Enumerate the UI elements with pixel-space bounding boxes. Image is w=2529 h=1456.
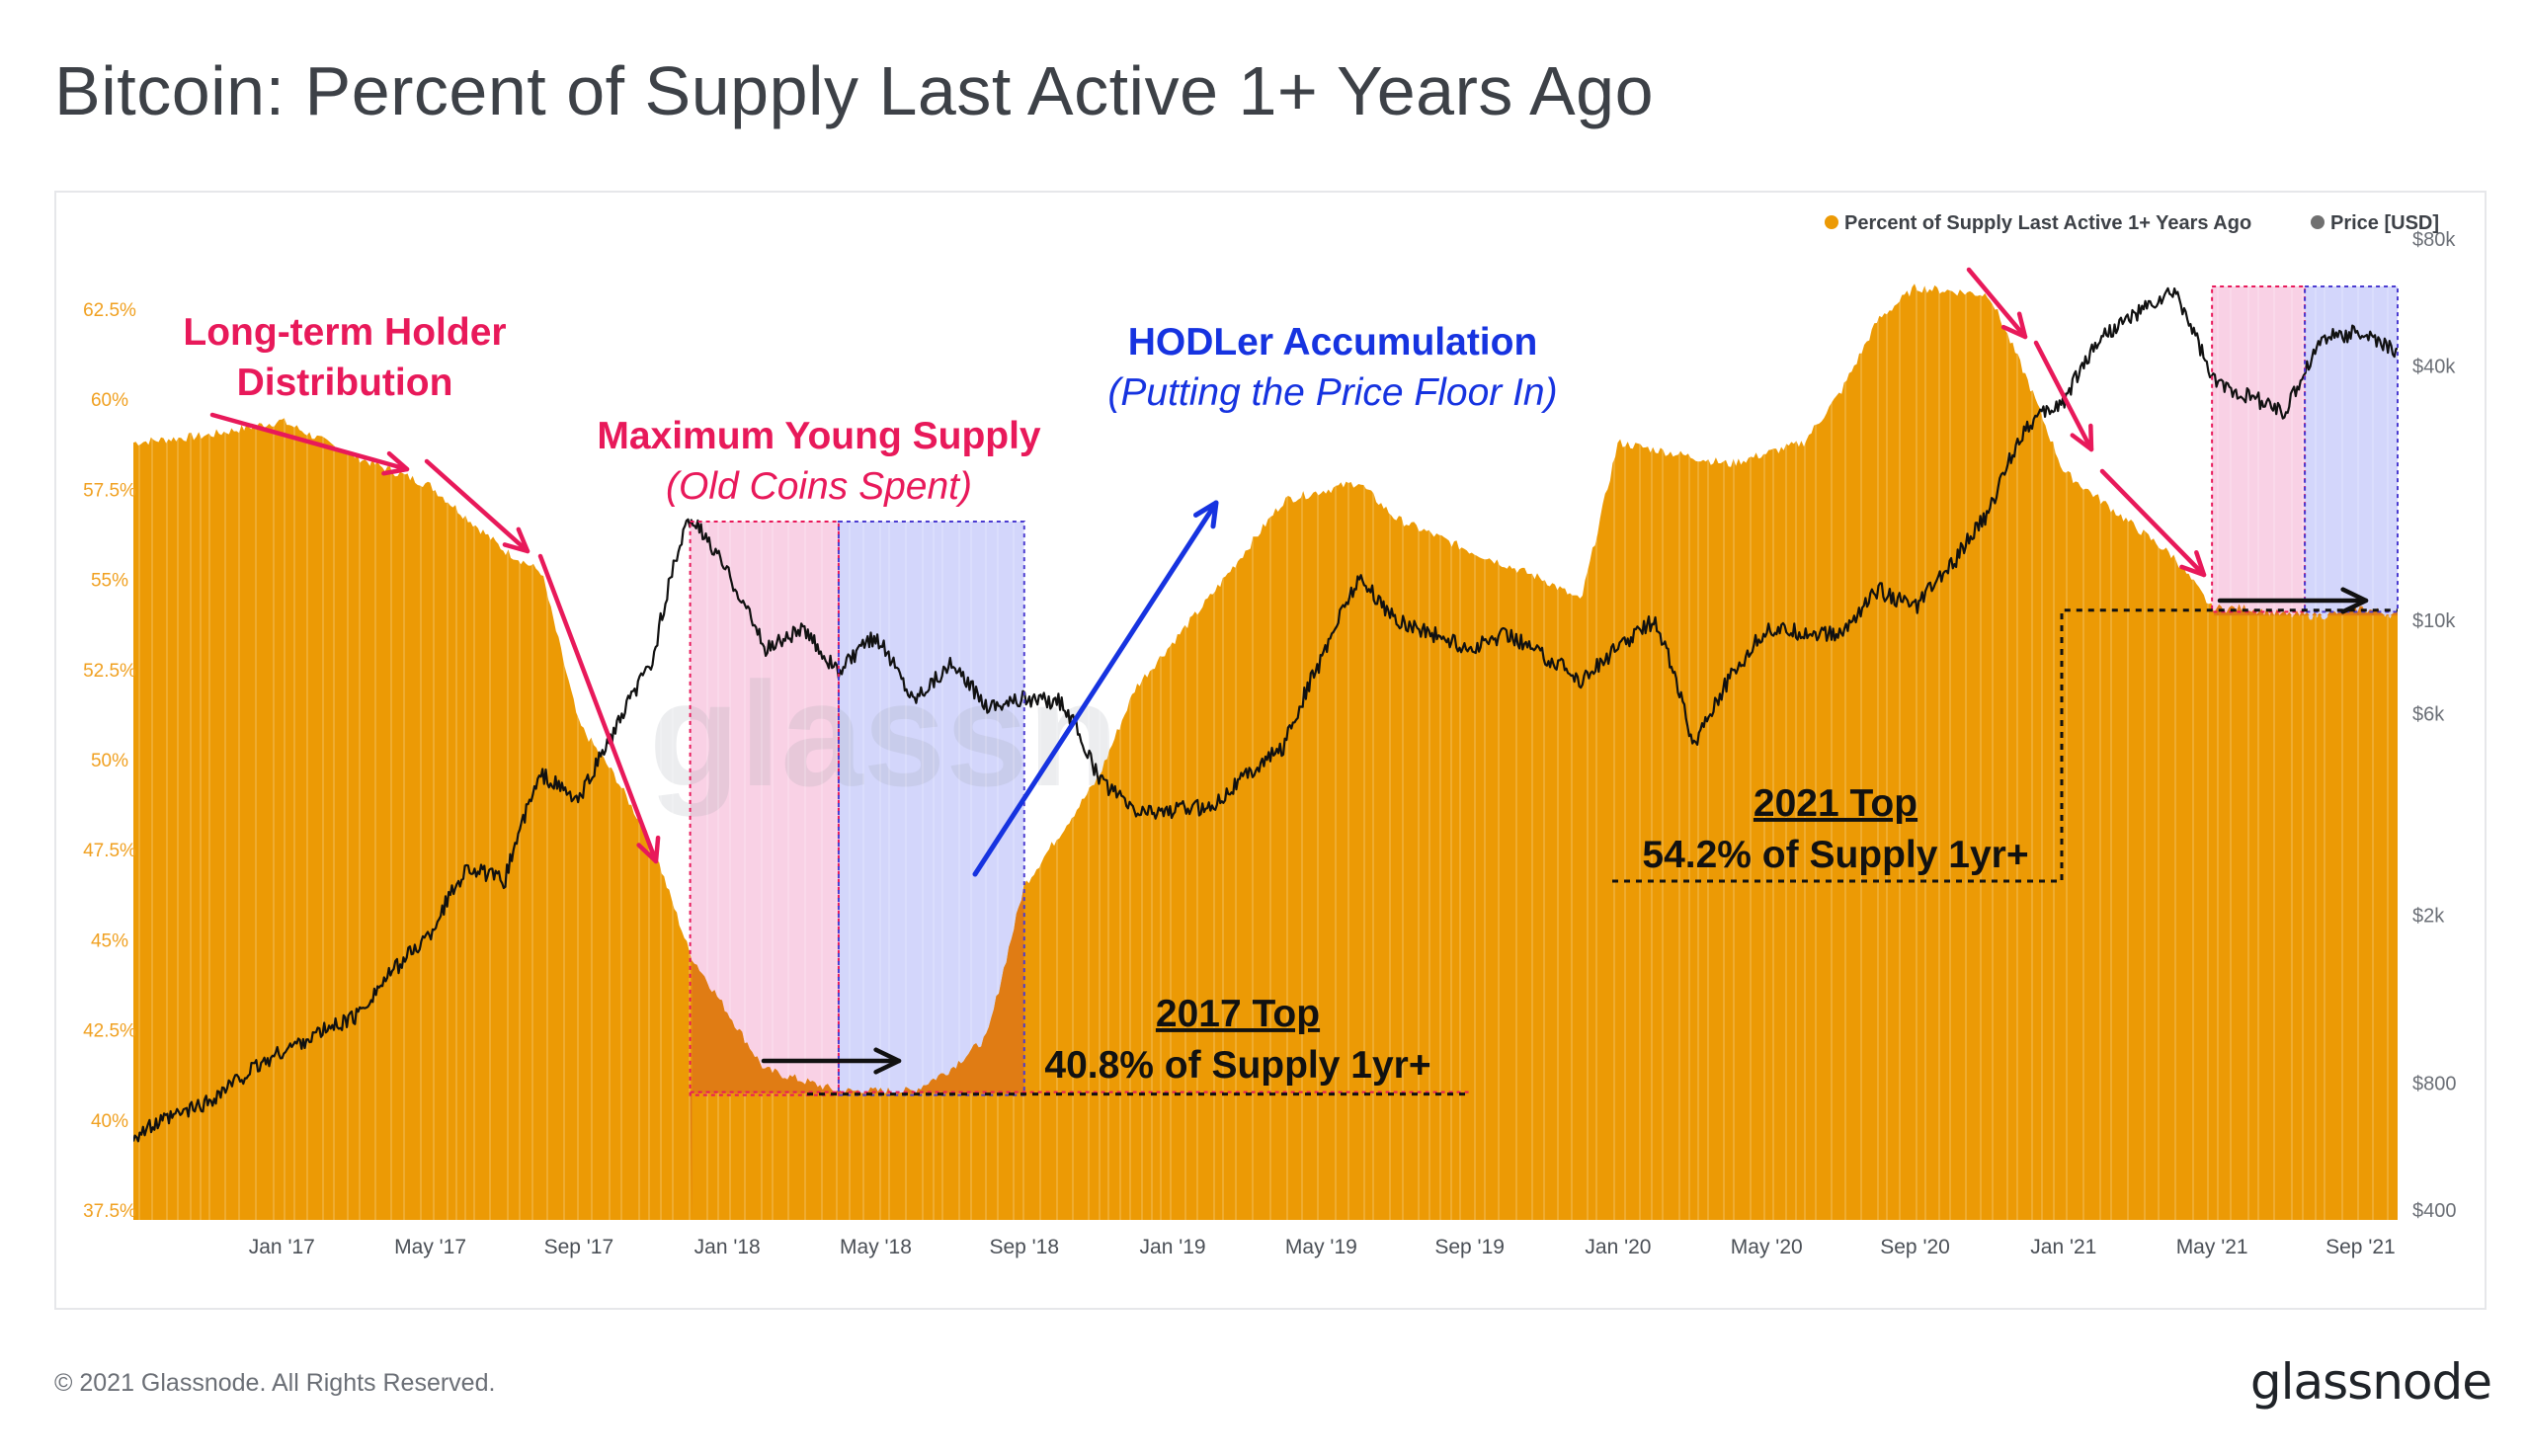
annotation-ltd-title: Long-term Holder bbox=[183, 311, 506, 354]
y-right-tick-label: $40k bbox=[2412, 357, 2456, 378]
annotation-hodl-title: HODLer Accumulation bbox=[1128, 321, 1538, 364]
annotation-arrows bbox=[209, 267, 2369, 1075]
annotation-2021-top-sub: 54.2% of Supply 1yr+ bbox=[1642, 834, 2028, 876]
y-right-tick-label: $6k bbox=[2412, 704, 2445, 726]
y-right-tick-label: $400 bbox=[2412, 1200, 2457, 1222]
annotation-text: Long-term Holder Distribution Maximum Yo… bbox=[183, 311, 2028, 1087]
arrow-flat-2018-head bbox=[873, 1047, 902, 1075]
y-left-tick-label: 42.5% bbox=[83, 1021, 136, 1042]
zone-pink-2018-border bbox=[689, 521, 840, 1096]
arrow-ltd-3-head bbox=[636, 835, 661, 864]
level-line-2021 bbox=[1612, 608, 2398, 883]
arrow-2021-2 bbox=[2033, 340, 2094, 452]
arrow-ltd-1-head bbox=[381, 450, 410, 476]
y-left-tick-label: 52.5% bbox=[83, 661, 136, 682]
y-left-tick-label: 45% bbox=[91, 930, 128, 951]
legend-swatch-supply bbox=[1825, 215, 1838, 229]
annotation-2017-top-sub: 40.8% of Supply 1yr+ bbox=[1044, 1044, 1430, 1087]
annotation-2021-top-title: 2021 Top bbox=[1754, 782, 1917, 825]
x-tick-label: Sep '21 bbox=[2325, 1236, 2396, 1258]
arrow-hodl-head bbox=[1192, 500, 1219, 529]
arrow-ltd-2-head bbox=[502, 526, 530, 554]
y-right-tick-label: $800 bbox=[2412, 1073, 2457, 1094]
annotation-ltd-title2: Distribution bbox=[237, 362, 453, 404]
x-tick-label: May '19 bbox=[1285, 1236, 1357, 1258]
annotation-hodl-sub: (Putting the Price Floor In) bbox=[1107, 371, 1557, 414]
x-tick-label: Jan '18 bbox=[694, 1236, 761, 1258]
legend-label-supply: Percent of Supply Last Active 1+ Years A… bbox=[1844, 212, 2251, 234]
arrow-2021-2-head bbox=[2070, 423, 2094, 452]
x-tick-label: Jan '19 bbox=[1140, 1236, 1206, 1258]
y-left-tick-label: 50% bbox=[91, 751, 128, 771]
level-lines bbox=[690, 608, 2398, 1096]
y-right-tick-label: $2k bbox=[2412, 905, 2445, 927]
price-line-series bbox=[133, 286, 2398, 1143]
y-right-axis: $400 $800 $2k $6k $10k $40k $80k bbox=[2412, 229, 2457, 1222]
chart-panel: glassnode 37.5% 40% 42.5% 45% 47.5% 50% 52.5% 5… bbox=[54, 191, 2487, 1310]
brand-logo: glassnode bbox=[2249, 1353, 2492, 1411]
chart-svg: glassnode 37.5%40%42.5%45%47.5%50%52.5%5… bbox=[83, 212, 2457, 1258]
zone-borders bbox=[689, 285, 2400, 1096]
x-tick-label: May '21 bbox=[2176, 1236, 2248, 1258]
y-left-tick-label: 37.5% bbox=[83, 1201, 136, 1222]
legend-swatch-price bbox=[2311, 215, 2325, 229]
y-right-tick-label: $10k bbox=[2412, 610, 2456, 632]
footer-copyright: © 2021 Glassnode. All Rights Reserved. bbox=[54, 1369, 496, 1397]
y-left-tick-label: 60% bbox=[91, 390, 128, 411]
x-axis: Jan '17 May '17 Sep '17 Jan '18 May '18 Sep '… bbox=[249, 1236, 2396, 1258]
supply-stripes bbox=[138, 232, 2389, 1220]
annotation-mys-sub: (Old Coins Spent) bbox=[666, 465, 972, 508]
y-left-tick-label: 62.5% bbox=[83, 300, 136, 321]
x-tick-label: May '20 bbox=[1731, 1236, 1803, 1258]
x-tick-label: Sep '19 bbox=[1434, 1236, 1505, 1258]
x-tick-label: Sep '20 bbox=[1880, 1236, 1950, 1258]
x-tick-label: May '17 bbox=[394, 1236, 466, 1258]
arrow-2021-3 bbox=[2099, 468, 2207, 578]
x-tick-label: Sep '18 bbox=[989, 1236, 1059, 1258]
y-left-axis: 37.5% 40% 42.5% 45% 47.5% 50% 52.5% 55% 57.5% 60%… bbox=[83, 300, 136, 1222]
annotation-mys-title: Maximum Young Supply bbox=[597, 415, 1041, 457]
x-tick-label: Sep '17 bbox=[544, 1236, 614, 1258]
y-left-tick-label: 47.5% bbox=[83, 841, 136, 861]
y-left-tick-label: 55% bbox=[91, 571, 128, 592]
x-tick-label: Jan '21 bbox=[2030, 1236, 2096, 1258]
legend: Percent of Supply Last Active 1+ Years A… bbox=[1825, 212, 2439, 234]
x-tick-label: May '18 bbox=[840, 1236, 912, 1258]
arrow-hodl bbox=[972, 500, 1219, 877]
legend-label-price: Price [USD] bbox=[2330, 212, 2439, 234]
arrow-2021-1-head bbox=[2000, 311, 2028, 340]
x-tick-label: Jan '20 bbox=[1585, 1236, 1651, 1258]
arrow-ltd-3 bbox=[537, 553, 659, 864]
annotation-2017-top-title: 2017 Top bbox=[1156, 993, 1320, 1035]
arrow-2021-1 bbox=[1966, 267, 2028, 340]
arrow-2021-3-head bbox=[2179, 550, 2207, 578]
zone-blue-2021-border bbox=[2304, 285, 2400, 613]
x-tick-label: Jan '17 bbox=[249, 1236, 315, 1258]
page-title: Bitcoin: Percent of Supply Last Active 1… bbox=[54, 52, 1655, 129]
arrow-ltd-2 bbox=[424, 458, 530, 554]
arrow-flat-2021-head bbox=[2340, 587, 2369, 614]
y-left-tick-label: 40% bbox=[91, 1111, 128, 1132]
arrow-ltd-1 bbox=[209, 412, 410, 472]
y-right-tick-label: $80k bbox=[2412, 229, 2456, 251]
y-left-tick-label: 57.5% bbox=[83, 480, 136, 501]
